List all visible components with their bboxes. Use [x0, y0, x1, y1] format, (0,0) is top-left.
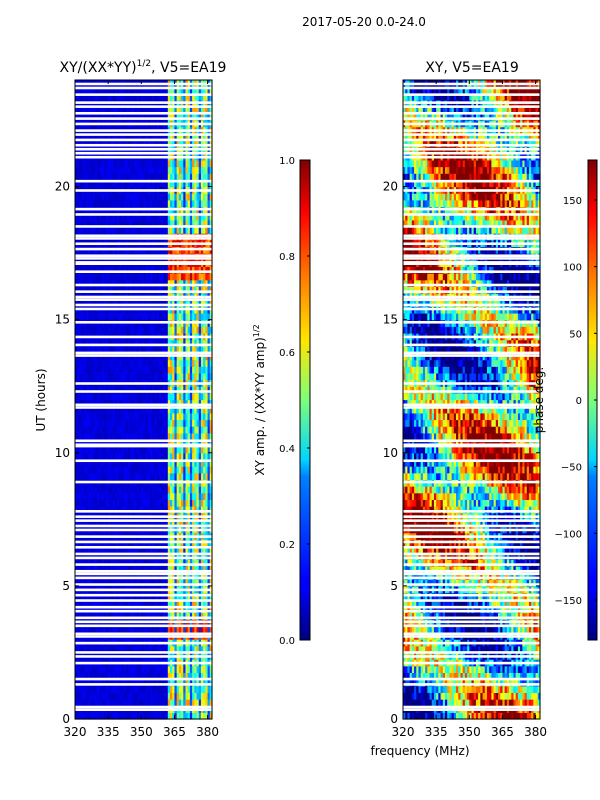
phase-x-axis: 320 335 350 365 380	[392, 80, 547, 739]
y-tick-label: 5	[62, 579, 70, 593]
x-tick-label: 365	[491, 725, 514, 739]
amplitude-x-axis: 320 335 350 365 380	[64, 80, 219, 739]
figure-suptitle: 2017-05-20 0.0-24.0	[302, 15, 426, 29]
x-tick-label: 335	[97, 725, 120, 739]
amplitude-y-axis: 0 5 10 15 20	[55, 180, 212, 726]
y-tick-label: 15	[383, 313, 398, 327]
x-tick-label: 365	[163, 725, 186, 739]
frequency-axis-label: frequency (MHz)	[370, 744, 469, 758]
phase-y-axis: 0 5 10 15 20	[383, 180, 540, 726]
amplitude-cbar-label-sup: 1/2	[252, 324, 261, 337]
colorbar-tick-label: 1.0	[279, 156, 295, 167]
amplitude-y-axis-label: UT (hours)	[34, 368, 48, 431]
amplitude-title-rest: , V5=EA19	[151, 60, 226, 76]
phase-heatmap	[403, 80, 541, 720]
y-tick-label: 0	[390, 712, 398, 726]
colorbar-tick-label: 0.0	[279, 636, 295, 647]
phase-colorbar-axis: −150 −100 −50 0 50 100 150	[555, 196, 597, 607]
colorbar-tick-label: 0.8	[279, 252, 295, 263]
phase-colorbar: −150 −100 −50 0 50 100 150 phase deg.	[532, 159, 598, 641]
amplitude-title-sup: 1/2	[137, 59, 151, 69]
x-tick-label: 335	[425, 725, 448, 739]
amplitude-flagged-rows	[75, 82, 212, 711]
y-tick-label: 10	[55, 446, 70, 460]
amplitude-colorbar-axis: 0.0 0.2 0.4 0.6 0.8 1.0	[279, 156, 310, 647]
amplitude-colorbar-gradient	[299, 159, 311, 641]
phase-colorbar-label: phase deg.	[532, 367, 546, 433]
amplitude-heatmap	[75, 80, 213, 720]
colorbar-tick-label: 0.6	[279, 348, 295, 359]
y-tick-label: 15	[55, 313, 70, 327]
amplitude-panel: XY/(XX*YY)1/2, V5=EA19 320 335 350 365 380 0…	[34, 59, 226, 739]
x-tick-label: 320	[392, 725, 415, 739]
amplitude-colorbar: 0.0 0.2 0.4 0.6 0.8 1.0 XY amp. / (XX*YY amp)…	[252, 156, 311, 647]
colorbar-tick-label: 50	[569, 329, 582, 340]
colorbar-tick-label: −100	[555, 529, 582, 540]
y-tick-label: 10	[383, 446, 398, 460]
amplitude-colorbar-label: XY amp. / (XX*YY amp)1/2	[252, 324, 267, 475]
amplitude-panel-title: XY/(XX*YY)1/2, V5=EA19	[60, 59, 227, 76]
colorbar-tick-label: −50	[561, 463, 582, 474]
amplitude-plot-frame	[74, 79, 213, 720]
y-tick-label: 20	[55, 180, 70, 194]
x-tick-label: 350	[458, 725, 481, 739]
colorbar-tick-label: 0.2	[279, 540, 295, 551]
amplitude-title-main: XY/(XX*YY)	[60, 60, 137, 76]
y-tick-label: 5	[390, 579, 398, 593]
colorbar-tick-label: 0.4	[279, 444, 295, 455]
colorbar-tick-label: 150	[563, 196, 582, 207]
colorbar-tick-label: 0	[576, 396, 582, 407]
phase-plot-frame	[402, 79, 541, 720]
amplitude-cbar-label-main: XY amp. / (XX*YY amp)	[253, 337, 267, 475]
y-tick-label: 20	[383, 180, 398, 194]
x-tick-label: 380	[524, 725, 547, 739]
phase-flagged-rows	[403, 82, 540, 711]
x-tick-label: 380	[196, 725, 219, 739]
x-tick-label: 350	[130, 725, 153, 739]
colorbar-tick-label: −150	[555, 596, 582, 607]
phase-panel-title: XY, V5=EA19	[425, 60, 519, 76]
phase-panel: XY, V5=EA19 320 335 350 365 380 0 5 10 15 20	[383, 60, 547, 739]
colorbar-tick-label: 100	[563, 263, 582, 274]
y-tick-label: 0	[62, 712, 70, 726]
x-tick-label: 320	[64, 725, 87, 739]
